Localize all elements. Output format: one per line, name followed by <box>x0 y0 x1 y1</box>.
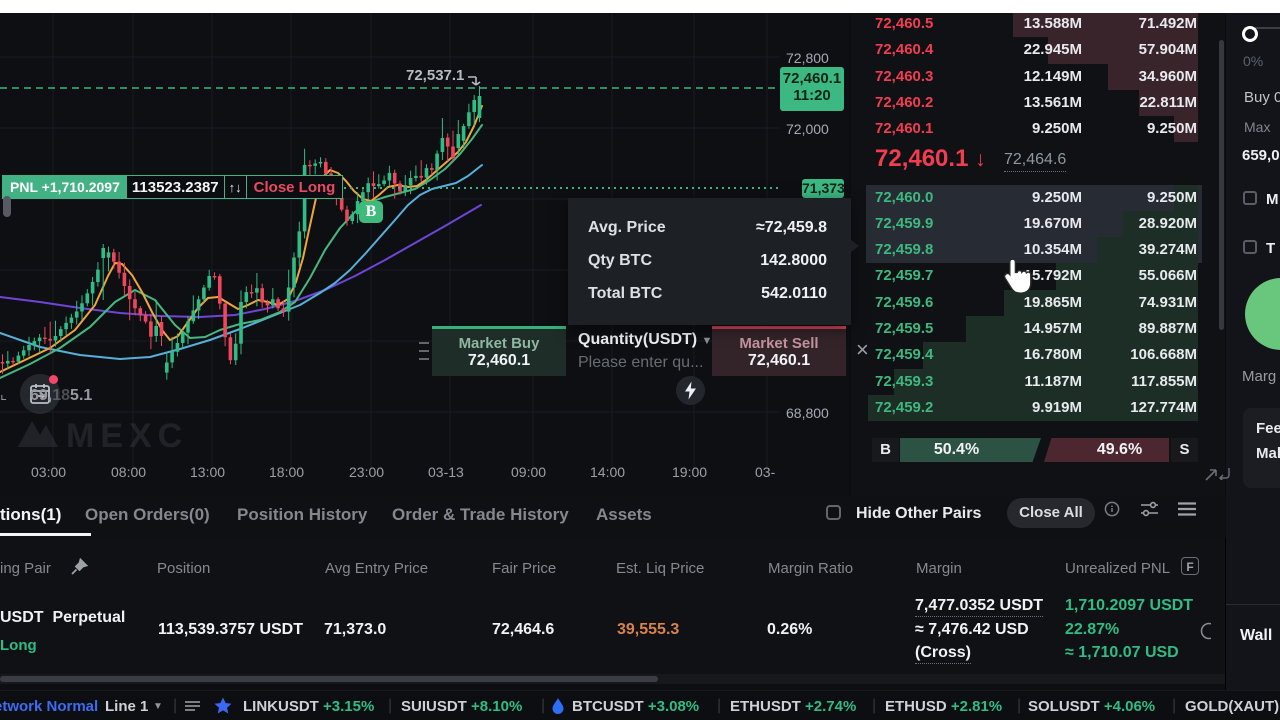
svg-text:MEXC: MEXC <box>66 417 188 449</box>
